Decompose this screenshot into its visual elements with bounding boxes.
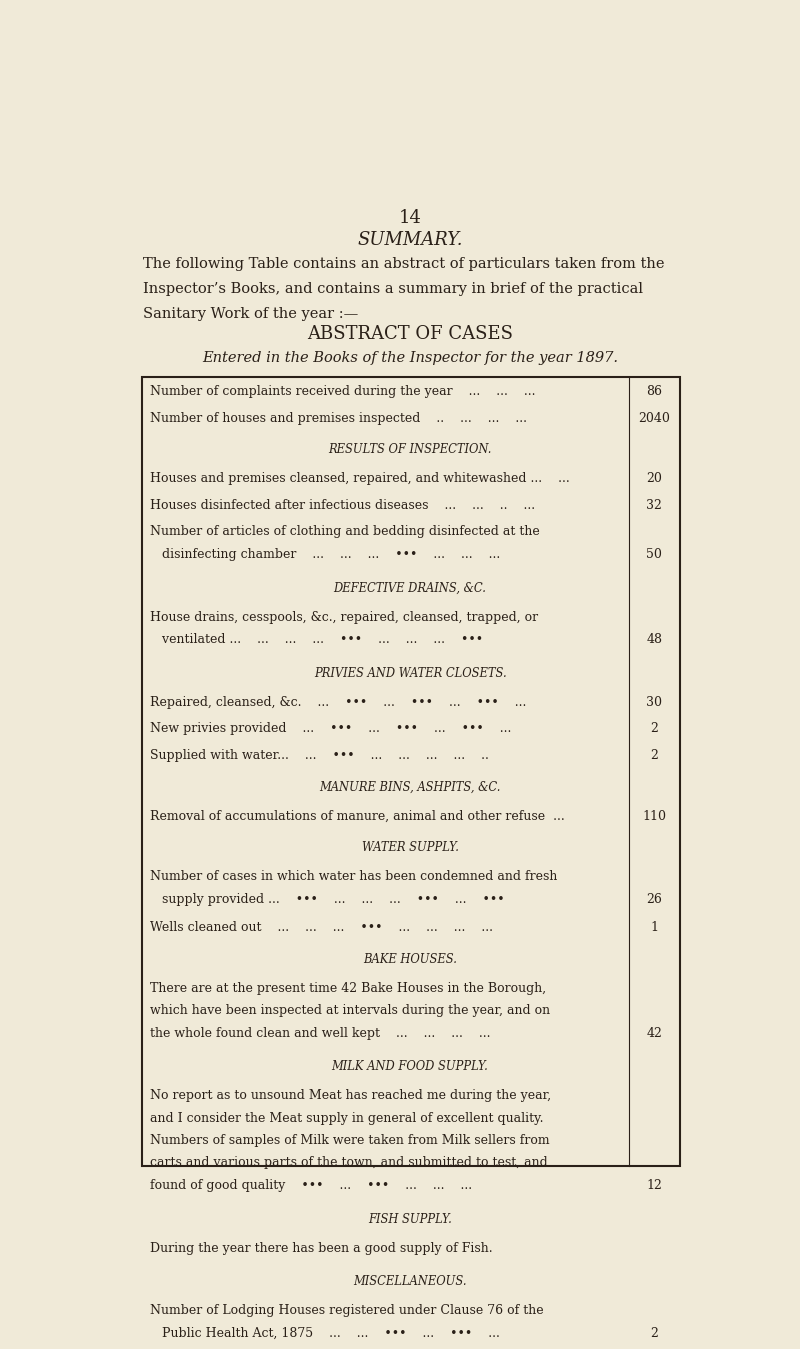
- Text: MANURE BINS, ASHPITS, &C.: MANURE BINS, ASHPITS, &C.: [319, 781, 501, 793]
- Text: 2: 2: [650, 722, 658, 735]
- Text: and I consider the Meat supply in general of excellent quality.: and I consider the Meat supply in genera…: [150, 1112, 543, 1125]
- Text: Number of complaints received during the year    ...    ...    ...: Number of complaints received during the…: [150, 386, 535, 398]
- Text: 30: 30: [646, 696, 662, 708]
- Text: carts and various parts of the town, and submitted to test, and: carts and various parts of the town, and…: [150, 1156, 547, 1170]
- Text: DEFECTIVE DRAINS, &C.: DEFECTIVE DRAINS, &C.: [334, 581, 486, 595]
- Text: RESULTS OF INSPECTION.: RESULTS OF INSPECTION.: [328, 444, 492, 456]
- Text: 42: 42: [646, 1027, 662, 1040]
- Text: Removal of accumulations of manure, animal and other refuse  ...: Removal of accumulations of manure, anim…: [150, 809, 564, 823]
- Text: The following Table contains an abstract of particulars taken from the: The following Table contains an abstract…: [143, 258, 665, 271]
- Text: 14: 14: [398, 209, 422, 227]
- Text: Houses and premises cleansed, repaired, and whitewashed ...    ...: Houses and premises cleansed, repaired, …: [150, 472, 570, 486]
- Text: 50: 50: [646, 548, 662, 561]
- Text: ABSTRACT OF CASES: ABSTRACT OF CASES: [307, 325, 513, 343]
- Text: There are at the present time 42 Bake Houses in the Borough,: There are at the present time 42 Bake Ho…: [150, 982, 546, 996]
- Text: 2: 2: [650, 749, 658, 762]
- Text: supply provided ...    •••    ...    ...    ...    •••    ...    •••: supply provided ... ••• ... ... ... ••• …: [150, 893, 504, 905]
- Text: PRIVIES AND WATER CLOSETS.: PRIVIES AND WATER CLOSETS.: [314, 666, 506, 680]
- Text: Inspector’s Books, and contains a summary in brief of the practical: Inspector’s Books, and contains a summar…: [143, 282, 643, 297]
- Text: Supplied with water...    ...    •••    ...    ...    ...    ...    ..: Supplied with water... ... ••• ... ... .…: [150, 749, 489, 762]
- Text: Number of houses and premises inspected    ..    ...    ...    ...: Number of houses and premises inspected …: [150, 411, 526, 425]
- Text: FISH SUPPLY.: FISH SUPPLY.: [368, 1213, 452, 1225]
- Text: 2040: 2040: [638, 411, 670, 425]
- Text: disinfecting chamber    ...    ...    ...    •••    ...    ...    ...: disinfecting chamber ... ... ... ••• ...…: [150, 548, 500, 561]
- Text: 86: 86: [646, 386, 662, 398]
- Text: Sanitary Work of the year :—: Sanitary Work of the year :—: [143, 308, 358, 321]
- Bar: [142, 376, 680, 1167]
- Text: Houses disinfected after infectious diseases    ...    ...    ..    ...: Houses disinfected after infectious dise…: [150, 499, 534, 513]
- Text: the whole found clean and well kept    ...    ...    ...    ...: the whole found clean and well kept ... …: [150, 1027, 490, 1040]
- Text: No report as to unsound Meat has reached me during the year,: No report as to unsound Meat has reached…: [150, 1090, 550, 1102]
- Text: 12: 12: [646, 1179, 662, 1191]
- Text: 1: 1: [650, 921, 658, 935]
- Text: MISCELLANEOUS.: MISCELLANEOUS.: [354, 1275, 466, 1288]
- Text: House drains, cesspools, &c., repaired, cleansed, trapped, or: House drains, cesspools, &c., repaired, …: [150, 611, 538, 623]
- Text: Public Health Act, 1875    ...    ...    •••    ...    •••    ...: Public Health Act, 1875 ... ... ••• ... …: [150, 1327, 499, 1340]
- Text: MILK AND FOOD SUPPLY.: MILK AND FOOD SUPPLY.: [332, 1060, 488, 1074]
- Text: During the year there has been a good supply of Fish.: During the year there has been a good su…: [150, 1241, 492, 1255]
- Text: 20: 20: [646, 472, 662, 486]
- Text: Wells cleaned out    ...    ...    ...    •••    ...    ...    ...    ...: Wells cleaned out ... ... ... ••• ... ..…: [150, 921, 493, 935]
- Text: 32: 32: [646, 499, 662, 513]
- Text: Number of articles of clothing and bedding disinfected at the: Number of articles of clothing and beddi…: [150, 525, 539, 538]
- Text: 48: 48: [646, 633, 662, 646]
- Text: ventilated ...    ...    ...    ...    •••    ...    ...    ...    •••: ventilated ... ... ... ... ••• ... ... .…: [150, 633, 482, 646]
- Text: New privies provided    ...    •••    ...    •••    ...    •••    ...: New privies provided ... ••• ... ••• ...…: [150, 722, 511, 735]
- Text: Repaired, cleansed, &c.    ...    •••    ...    •••    ...    •••    ...: Repaired, cleansed, &c. ... ••• ... ••• …: [150, 696, 526, 708]
- Text: Numbers of samples of Milk were taken from Milk sellers from: Numbers of samples of Milk were taken fr…: [150, 1135, 550, 1147]
- Text: SUMMARY.: SUMMARY.: [358, 232, 462, 250]
- Text: 2: 2: [650, 1327, 658, 1340]
- Text: Entered in the Books of the Inspector for the year 1897.: Entered in the Books of the Inspector fo…: [202, 351, 618, 366]
- Text: 26: 26: [646, 893, 662, 905]
- Text: BAKE HOUSES.: BAKE HOUSES.: [363, 952, 457, 966]
- Text: found of good quality    •••    ...    •••    ...    ...    ...: found of good quality ••• ... ••• ... ..…: [150, 1179, 472, 1191]
- Text: Number of Lodging Houses registered under Clause 76 of the: Number of Lodging Houses registered unde…: [150, 1304, 543, 1318]
- Text: WATER SUPPLY.: WATER SUPPLY.: [362, 842, 458, 854]
- Text: which have been inspected at intervals during the year, and on: which have been inspected at intervals d…: [150, 1004, 550, 1017]
- Text: 110: 110: [642, 809, 666, 823]
- Text: Number of cases in which water has been condemned and fresh: Number of cases in which water has been …: [150, 870, 557, 884]
